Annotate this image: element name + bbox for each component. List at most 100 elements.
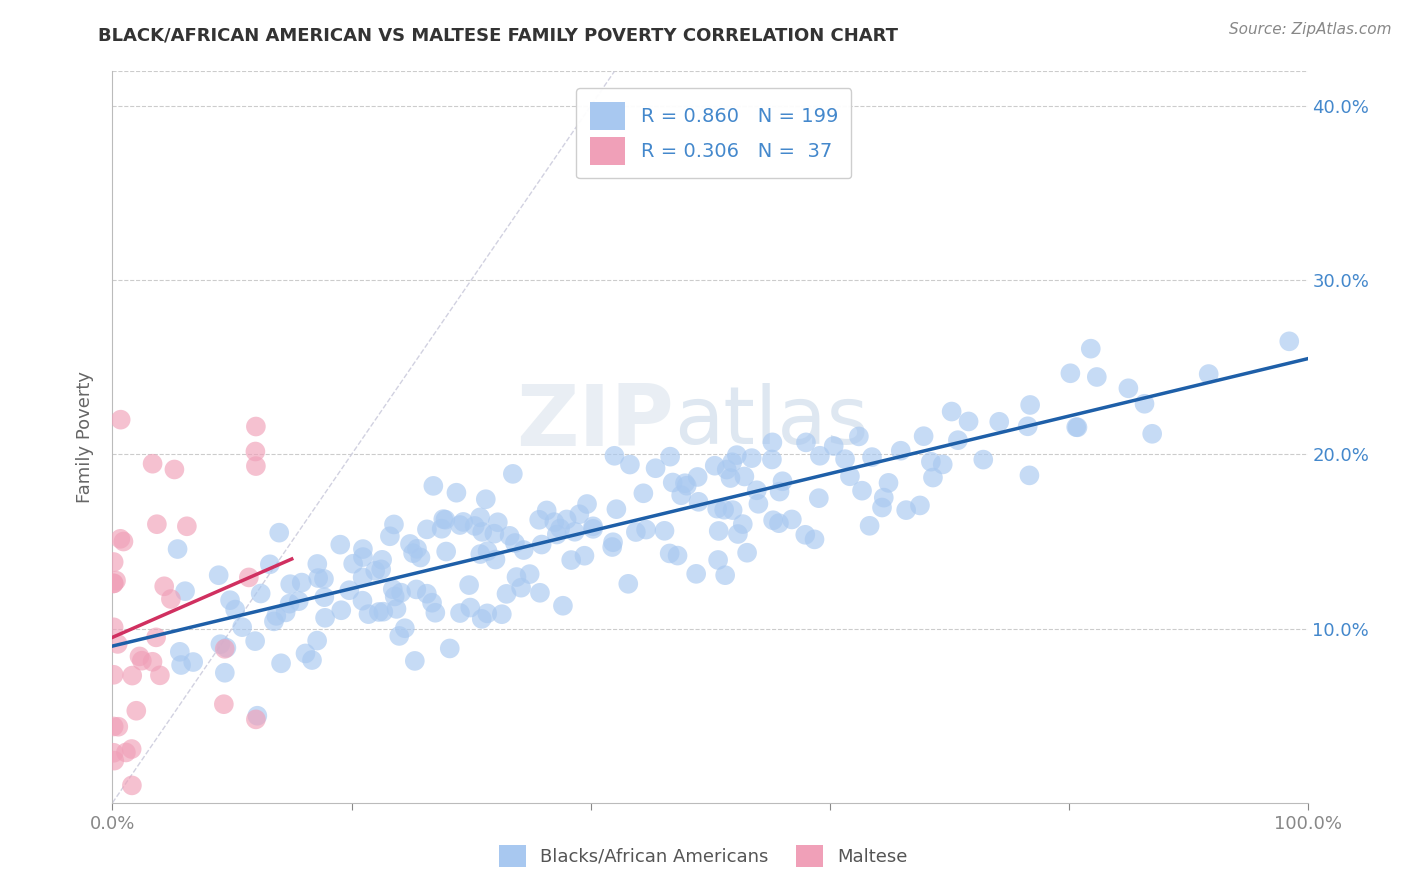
Point <box>707 524 730 538</box>
Point <box>274 606 297 620</box>
Point <box>803 533 825 547</box>
Point <box>706 501 728 516</box>
Point <box>153 579 176 593</box>
Point <box>1018 468 1040 483</box>
Point <box>212 697 235 711</box>
Point <box>1066 420 1088 434</box>
Point <box>103 719 125 733</box>
Point <box>352 593 374 607</box>
Point <box>208 568 231 582</box>
Point <box>416 522 439 536</box>
Point <box>568 508 591 522</box>
Point <box>446 485 468 500</box>
Point <box>685 566 707 581</box>
Point <box>834 452 856 467</box>
Point <box>498 529 520 543</box>
Text: BLACK/AFRICAN AMERICAN VS MALTESE FAMILY POVERTY CORRELATION CHART: BLACK/AFRICAN AMERICAN VS MALTESE FAMILY… <box>98 27 898 45</box>
Point <box>357 607 380 621</box>
Point <box>502 467 524 481</box>
Point <box>602 535 624 549</box>
Point <box>121 778 143 792</box>
Point <box>432 512 454 526</box>
Point <box>617 577 640 591</box>
Point <box>794 528 817 542</box>
Point <box>141 655 163 669</box>
Point <box>402 546 425 560</box>
Point <box>115 746 138 760</box>
Point <box>673 476 696 491</box>
Point <box>422 479 444 493</box>
Point <box>761 452 783 467</box>
Point <box>661 475 683 490</box>
Point <box>675 479 697 493</box>
Point <box>957 414 980 428</box>
Point <box>307 571 329 585</box>
Point <box>716 462 738 476</box>
Point <box>669 488 692 502</box>
Point <box>105 574 128 588</box>
Point <box>169 645 191 659</box>
Point <box>389 585 412 599</box>
Point <box>430 522 453 536</box>
Point <box>658 546 681 560</box>
Point <box>972 452 994 467</box>
Point <box>294 647 316 661</box>
Y-axis label: Family Poverty: Family Poverty <box>76 371 94 503</box>
Point <box>848 429 870 443</box>
Point <box>245 712 267 726</box>
Point <box>761 435 783 450</box>
Point <box>1059 366 1081 380</box>
Point <box>666 549 689 563</box>
Point <box>245 419 267 434</box>
Point <box>131 654 153 668</box>
Point <box>246 708 269 723</box>
Point <box>449 518 471 533</box>
Point <box>146 517 169 532</box>
Point <box>209 637 232 651</box>
Point <box>727 527 749 541</box>
Point <box>378 529 401 543</box>
Point <box>529 586 551 600</box>
Point <box>314 590 336 604</box>
Point <box>224 602 246 616</box>
Point <box>125 704 148 718</box>
Point <box>654 524 676 538</box>
Point <box>110 532 132 546</box>
Point <box>314 611 336 625</box>
Point <box>103 576 125 591</box>
Point <box>733 469 755 483</box>
Point <box>512 543 534 558</box>
Point <box>370 562 392 576</box>
Text: atlas: atlas <box>675 384 869 461</box>
Point <box>163 462 186 476</box>
Legend: R = 0.860   N = 199, R = 0.306   N =  37: R = 0.860 N = 199, R = 0.306 N = 37 <box>576 88 852 178</box>
Point <box>371 553 394 567</box>
Point <box>121 742 143 756</box>
Point <box>548 521 571 535</box>
Point <box>747 497 769 511</box>
Point <box>807 491 830 505</box>
Point <box>988 415 1011 429</box>
Point <box>560 553 582 567</box>
Point <box>291 575 314 590</box>
Point <box>920 455 942 469</box>
Point <box>505 570 527 584</box>
Point <box>103 555 125 569</box>
Point <box>659 450 682 464</box>
Point <box>352 570 374 584</box>
Point <box>582 519 605 533</box>
Point <box>352 550 374 565</box>
Point <box>245 444 267 458</box>
Point <box>768 516 790 531</box>
Point <box>107 720 129 734</box>
Point <box>636 523 658 537</box>
Point <box>381 582 404 597</box>
Point <box>170 658 193 673</box>
Point <box>176 519 198 533</box>
Point <box>703 458 725 473</box>
Point <box>823 439 845 453</box>
Point <box>839 469 862 483</box>
Point <box>458 600 481 615</box>
Point <box>555 512 578 526</box>
Point <box>388 629 411 643</box>
